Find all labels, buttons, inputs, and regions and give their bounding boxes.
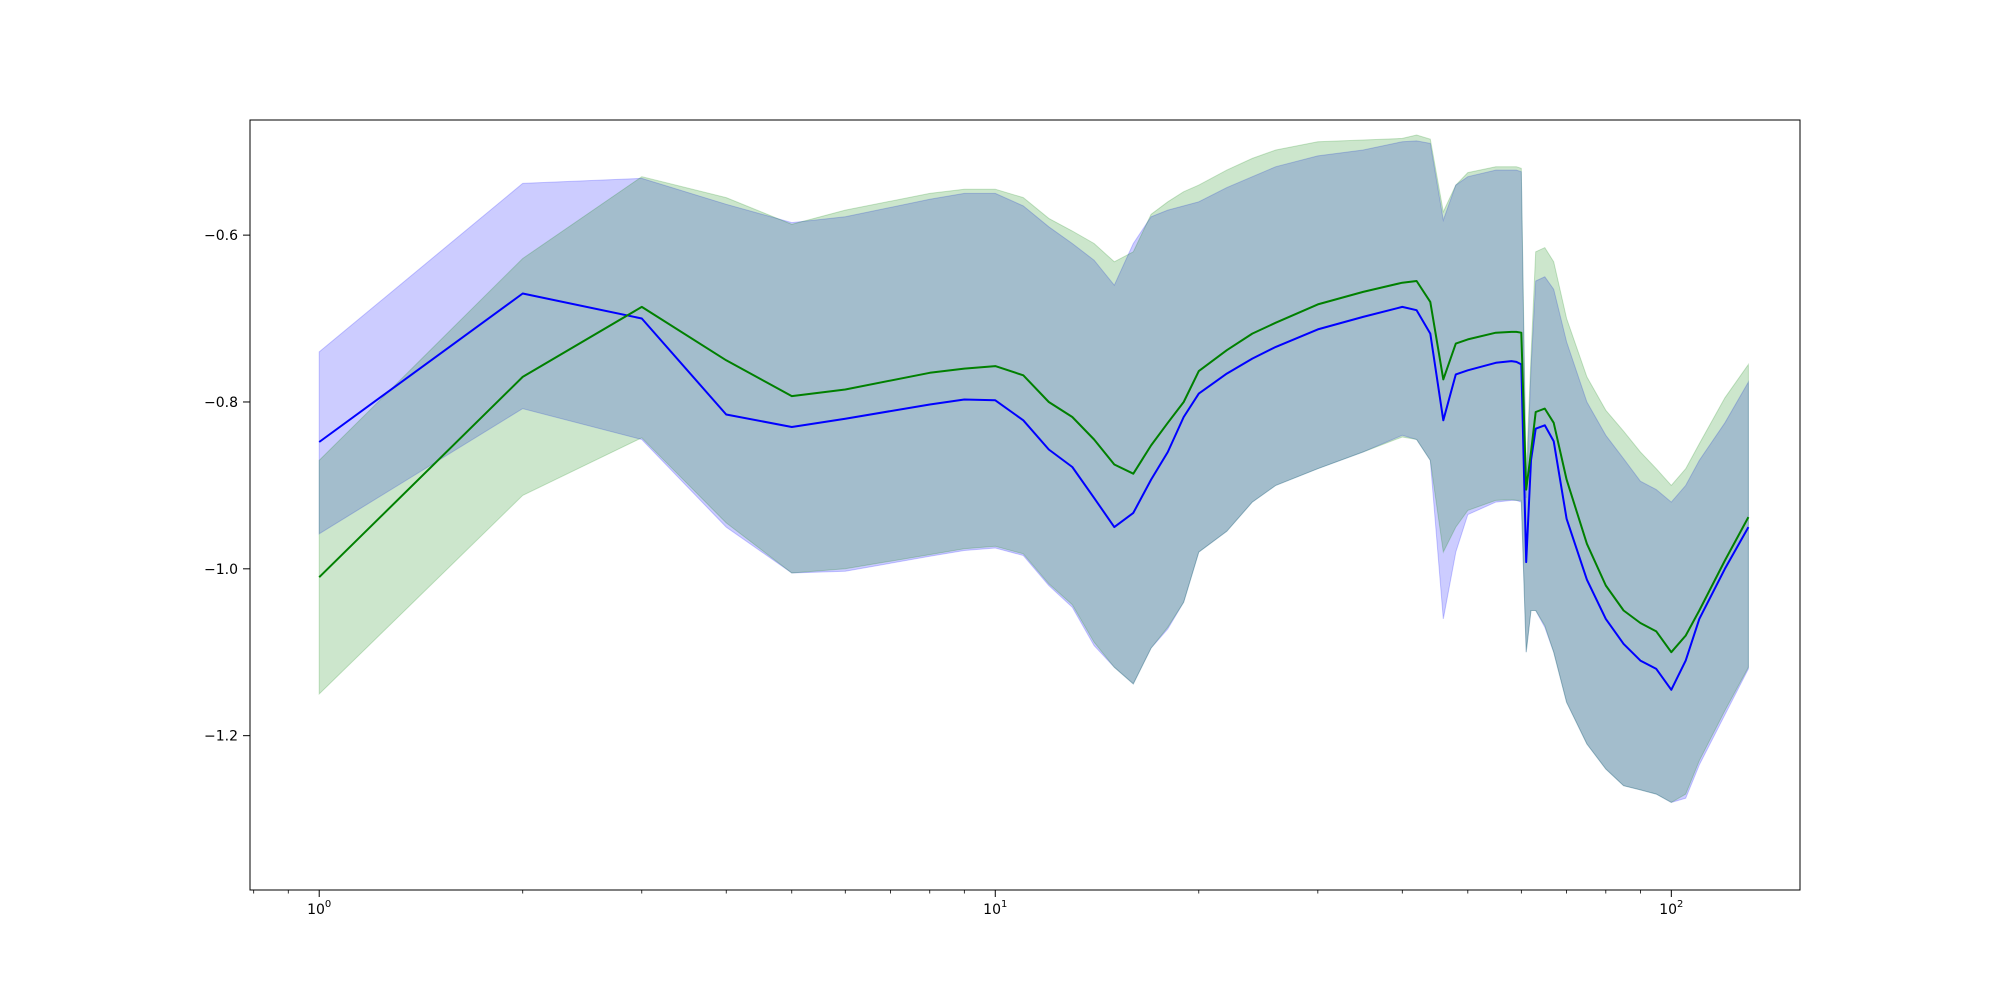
y-tick-label: −0.8 — [204, 395, 238, 411]
axes-frame — [249, 119, 1801, 891]
x-tick-label: 100 — [307, 899, 331, 918]
y-axis: −0.6 −0.8 −1.0 −1.2 — [204, 228, 250, 745]
y-tick-label: −0.6 — [204, 228, 238, 244]
plot-area — [318, 134, 1750, 803]
series-1-band — [318, 140, 1749, 803]
series-1-line — [318, 292, 1750, 691]
series-2-line — [318, 280, 1750, 654]
y-tick-label: −1.0 — [204, 562, 238, 578]
series-layer — [318, 134, 1750, 803]
x-tick-label: 102 — [1659, 899, 1683, 918]
x-tick-label: 101 — [983, 899, 1007, 918]
x-axis: 100 101 102 — [253, 890, 1683, 918]
series-2-band — [318, 134, 1749, 803]
y-tick-label: −1.2 — [204, 729, 238, 745]
